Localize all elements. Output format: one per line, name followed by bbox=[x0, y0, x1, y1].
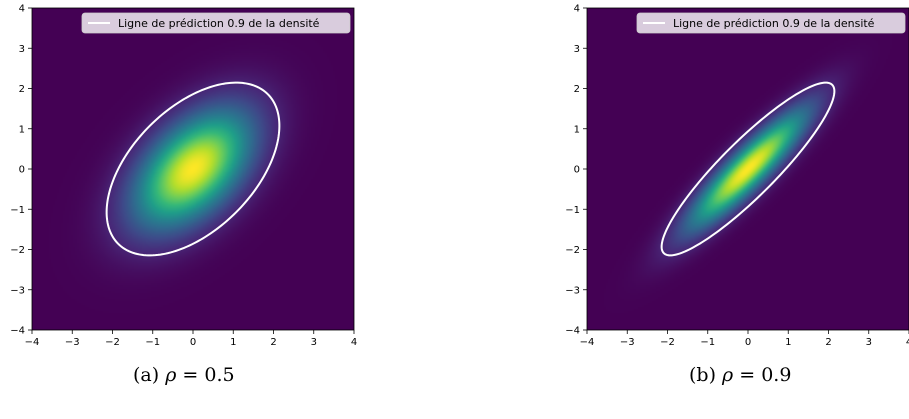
y-tick-label-a: 1 bbox=[19, 124, 25, 135]
x-tick-label-b: 2 bbox=[825, 337, 831, 348]
legend-label-a: Ligne de prédiction 0.9 de la densité bbox=[118, 17, 320, 30]
legend-b: Ligne de prédiction 0.9 de la densité bbox=[636, 12, 906, 34]
density-heatmap-b bbox=[587, 8, 909, 330]
caption-a: (a) ρ = 0.5 bbox=[133, 364, 235, 386]
y-tick-label-b: −2 bbox=[565, 245, 580, 256]
caption-b: (b) ρ = 0.9 bbox=[689, 364, 791, 386]
y-tick-label-b: 1 bbox=[574, 124, 580, 135]
y-tick-label-b: 4 bbox=[574, 4, 580, 15]
x-tick-label-a: −1 bbox=[145, 337, 160, 348]
contour-line-b bbox=[660, 81, 836, 257]
caption-a-tag: (a) bbox=[133, 364, 160, 386]
y-tick-label-a: −2 bbox=[10, 245, 25, 256]
y-tick-label-a: 0 bbox=[19, 165, 25, 176]
caption-b-equation: = 0.9 bbox=[733, 364, 792, 386]
caption-a-rho: ρ bbox=[165, 364, 177, 386]
y-tick-label-b: −3 bbox=[565, 285, 580, 296]
x-tick-label-a: 3 bbox=[311, 337, 317, 348]
x-tick-label-a: 2 bbox=[270, 337, 276, 348]
x-tick-label-a: −3 bbox=[65, 337, 80, 348]
y-tick-label-a: 2 bbox=[19, 84, 25, 95]
y-tick-label-b: 0 bbox=[574, 165, 580, 176]
legend-box-a bbox=[81, 12, 351, 34]
y-tick-label-a: −4 bbox=[10, 326, 25, 337]
caption-a-equation: = 0.5 bbox=[176, 364, 235, 386]
y-tick-label-b: 2 bbox=[574, 84, 580, 95]
legend-label-b: Ligne de prédiction 0.9 de la densité bbox=[673, 17, 875, 30]
x-tick-label-b: −3 bbox=[620, 337, 635, 348]
panel-a: −4 −3 −2 −1 0 1 2 3 4 −4 −3 −2 −1 0 1 2 3 4 Ligne de prédi… bbox=[10, 4, 357, 349]
legend-box-b bbox=[636, 12, 906, 34]
y-tick-label-a: 3 bbox=[19, 44, 25, 55]
x-tick-label-b: 1 bbox=[785, 337, 791, 348]
y-tick-label-a: −3 bbox=[10, 285, 25, 296]
caption-b-rho: ρ bbox=[722, 364, 734, 386]
y-tick-label-a: 4 bbox=[19, 4, 25, 15]
density-heatmap-a bbox=[32, 8, 354, 330]
y-tick-label-a: −1 bbox=[10, 205, 25, 216]
x-tick-label-a: −4 bbox=[25, 337, 40, 348]
x-tick-label-b: −1 bbox=[700, 337, 715, 348]
legend-a: Ligne de prédiction 0.9 de la densité bbox=[81, 12, 351, 34]
y-tick-label-b: −1 bbox=[565, 205, 580, 216]
x-tick-label-b: −4 bbox=[580, 337, 595, 348]
y-tick-label-b: 3 bbox=[574, 44, 580, 55]
x-tick-label-a: 0 bbox=[190, 337, 196, 348]
x-tick-label-a: 4 bbox=[351, 337, 357, 348]
x-tick-label-a: −2 bbox=[105, 337, 120, 348]
x-tick-label-b: 3 bbox=[866, 337, 872, 348]
x-tick-label-b: −2 bbox=[660, 337, 675, 348]
x-tick-label-b: 0 bbox=[745, 337, 751, 348]
caption-b-tag: (b) bbox=[689, 364, 716, 386]
x-tick-label-a: 1 bbox=[230, 337, 236, 348]
x-tick-label-b: 4 bbox=[906, 337, 909, 348]
y-tick-label-b: −4 bbox=[565, 326, 580, 337]
contour-line-a bbox=[105, 81, 281, 257]
panel-b: −4 −3 −2 −1 0 1 2 3 4 −4 −3 −2 −1 0 1 2 3 4 Ligne de prédi… bbox=[565, 4, 909, 348]
